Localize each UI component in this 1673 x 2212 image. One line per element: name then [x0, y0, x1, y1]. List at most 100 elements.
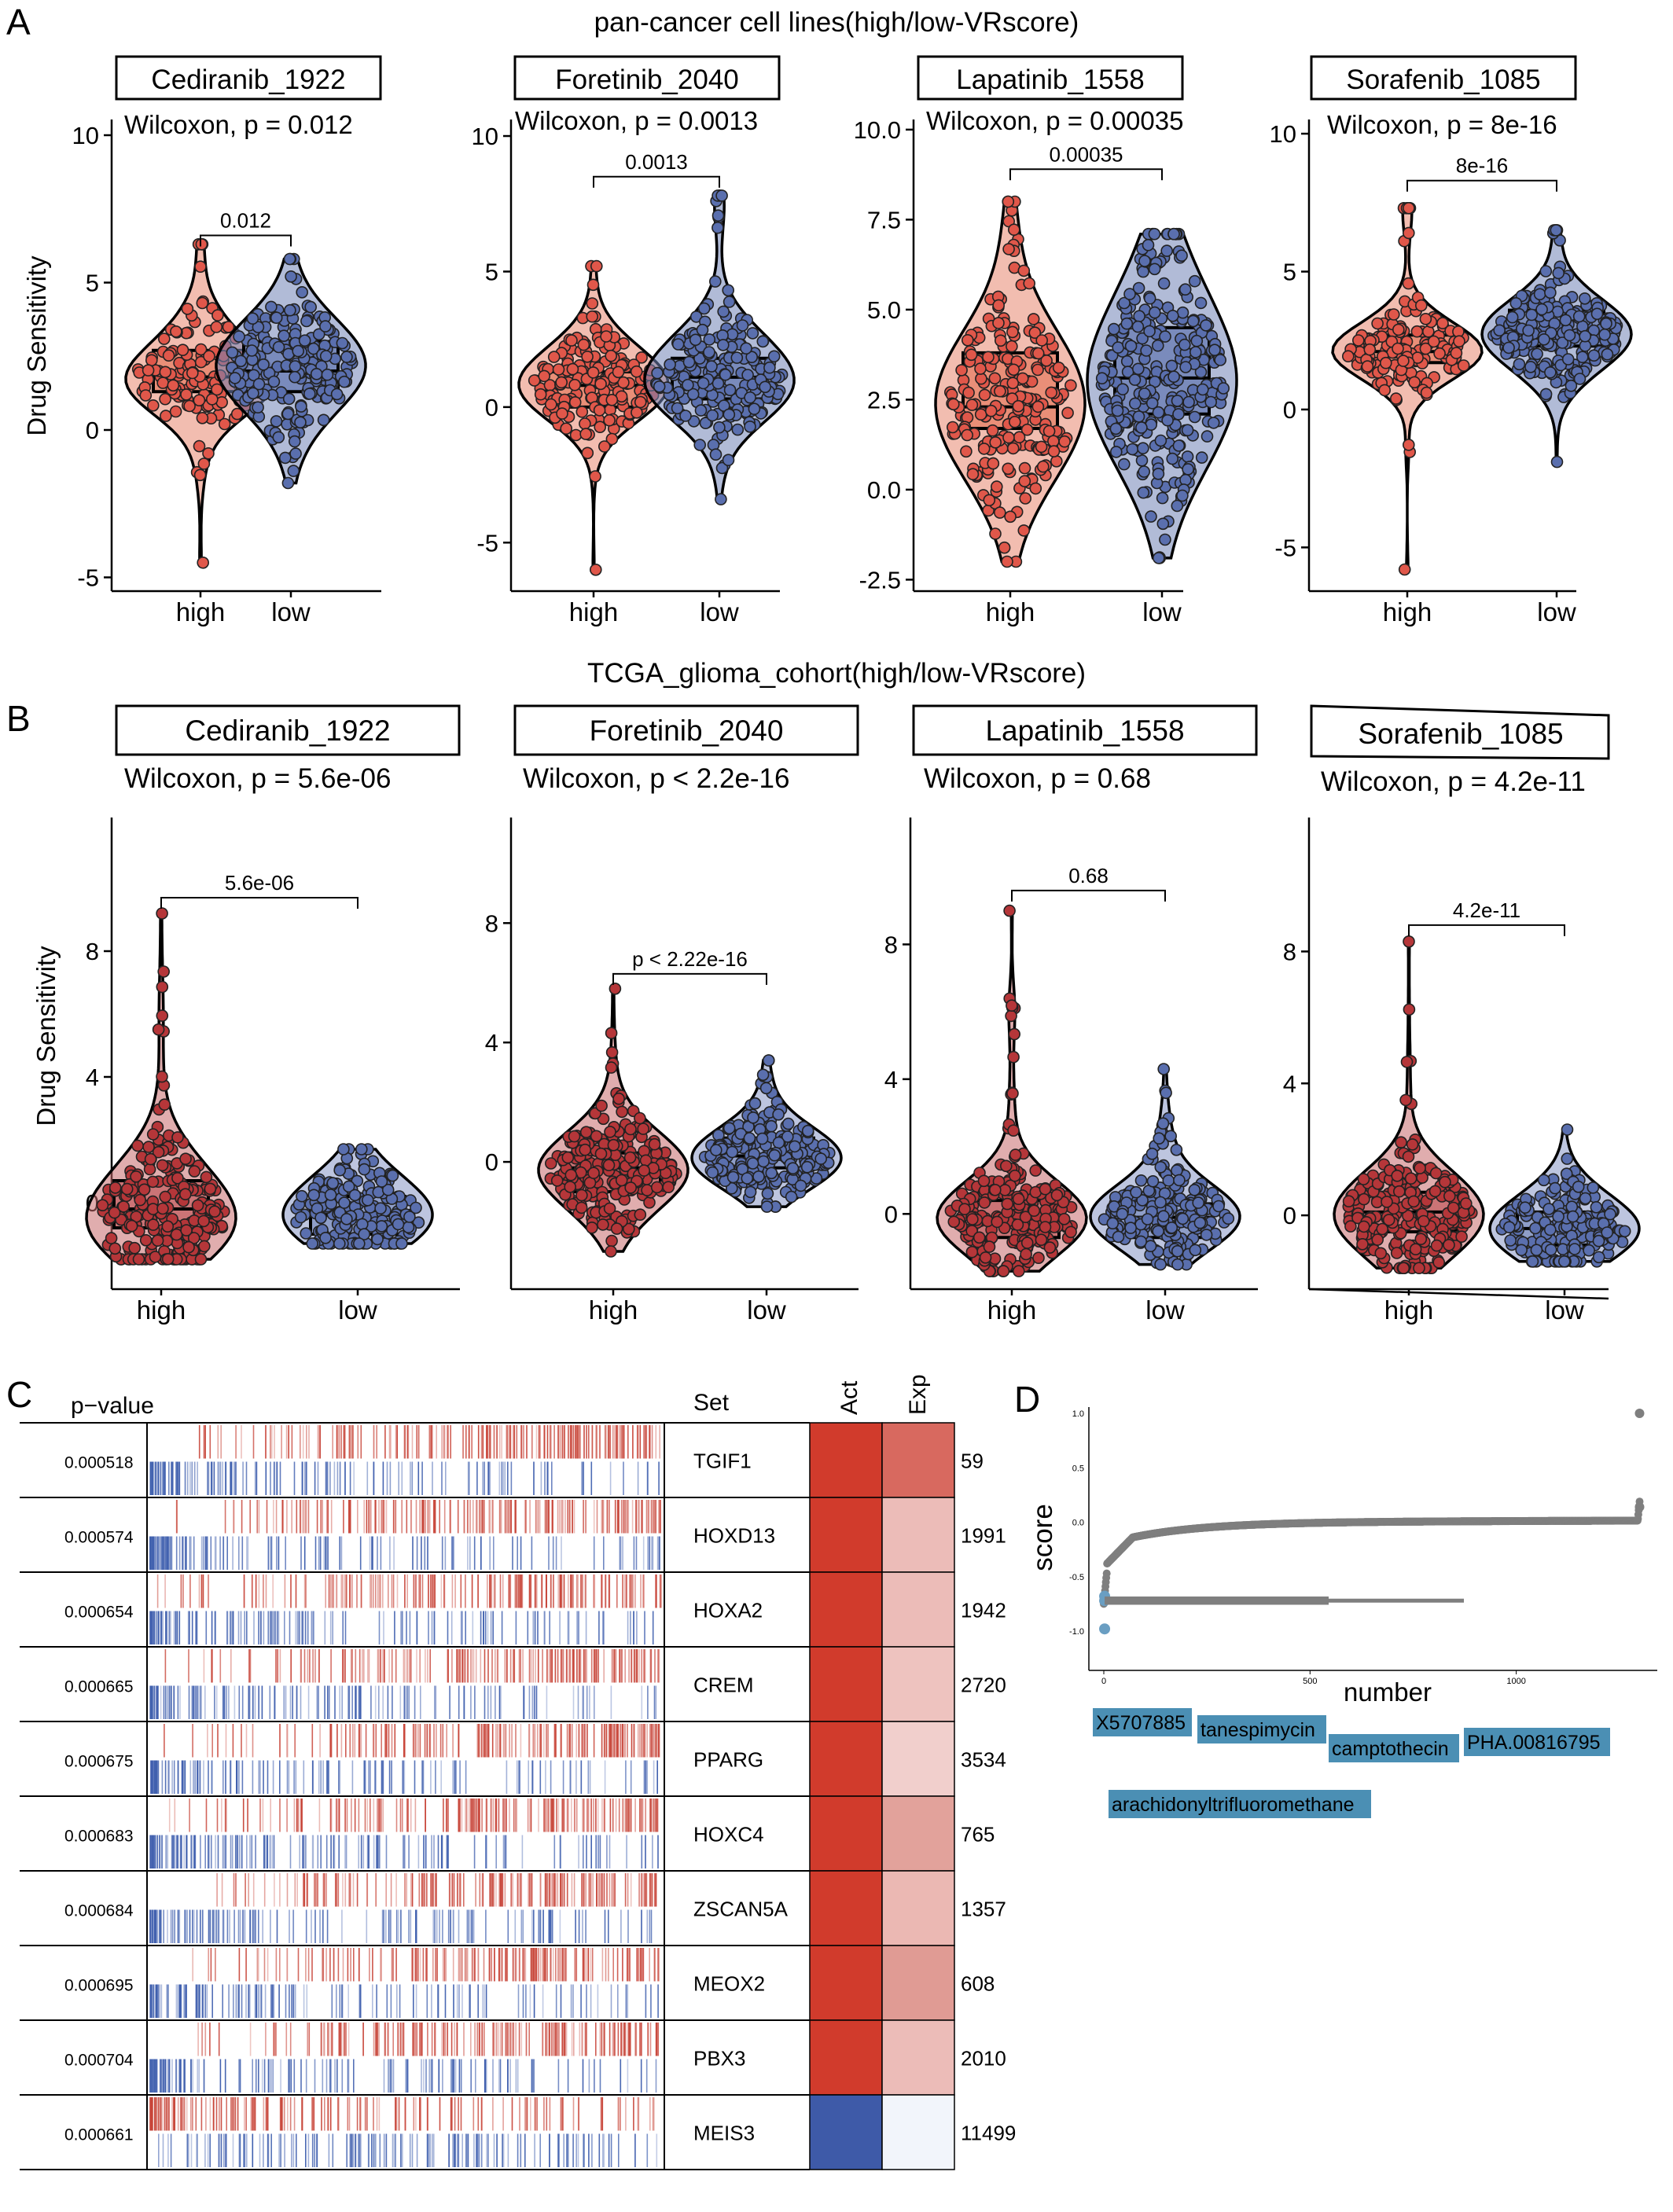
- point-low: [1186, 314, 1200, 328]
- y-tick-label: 0: [1283, 1202, 1296, 1229]
- point-low: [1201, 430, 1214, 443]
- point-low: [1568, 1243, 1581, 1255]
- gsea-rows: 0.000518 TGIF1 59 0.000574 HOXD13 1991 0.00065…: [20, 1422, 1016, 2170]
- point-high: [1045, 386, 1057, 399]
- point-low: [1172, 408, 1185, 421]
- point-low: [1152, 1225, 1164, 1238]
- point-low: [257, 358, 270, 371]
- point-high: [1443, 1239, 1455, 1251]
- point-low: [1539, 388, 1553, 401]
- point-low: [1176, 1212, 1189, 1225]
- gsea-row: 0.000574 HOXD13 1991: [20, 1497, 1006, 1573]
- point-high: [176, 344, 189, 357]
- point-low: [1159, 330, 1171, 343]
- point-high: [1002, 243, 1015, 255]
- point-low: [723, 1122, 736, 1135]
- point-low: [1112, 1230, 1125, 1244]
- point-high: [589, 563, 602, 576]
- point-low: [395, 1237, 408, 1250]
- point-low: [319, 1232, 332, 1244]
- point-low: [1618, 1225, 1631, 1238]
- point-low: [1153, 552, 1165, 564]
- point-high: [204, 1182, 217, 1196]
- point-high: [623, 1151, 637, 1164]
- point-low: [1132, 410, 1145, 423]
- x-tick-label: low: [700, 597, 739, 626]
- x-tick-label: high: [1383, 597, 1432, 626]
- point-high: [1007, 363, 1020, 377]
- point-high: [182, 1240, 195, 1254]
- point-low: [781, 1117, 795, 1130]
- point-low: [355, 1143, 368, 1156]
- point-high: [605, 1245, 617, 1258]
- point-high: [181, 303, 194, 315]
- point-high: [634, 1112, 646, 1125]
- point-low: [1544, 1223, 1557, 1236]
- point-low: [1154, 434, 1167, 447]
- point-high: [1455, 1230, 1468, 1243]
- point-low: [245, 344, 259, 357]
- point-high: [1043, 1241, 1057, 1254]
- point-high: [1009, 1169, 1021, 1182]
- point-low: [756, 1132, 769, 1145]
- point-high: [159, 1190, 171, 1203]
- point-high: [1018, 461, 1031, 475]
- point-high: [1402, 1150, 1415, 1163]
- point-high: [605, 393, 619, 406]
- point-high: [139, 389, 153, 402]
- point-low: [1171, 395, 1184, 407]
- point-high: [1007, 1124, 1020, 1137]
- point-high: [552, 363, 565, 376]
- point-high: [1358, 1192, 1370, 1206]
- point-high: [130, 1170, 142, 1183]
- point-low: [306, 1237, 319, 1250]
- panel-c: p−value Set Act Exp 0.000518 TGIF1 590.000…: [20, 1374, 1016, 2170]
- point-high: [180, 1224, 193, 1236]
- point-low: [1600, 317, 1612, 330]
- point-high: [1399, 1093, 1412, 1107]
- plot-area: 0 4 8 high low 0.68: [884, 818, 1258, 1325]
- point-low: [1493, 324, 1506, 337]
- point-high: [179, 1188, 192, 1200]
- point-high: [1031, 400, 1045, 413]
- point-high: [169, 405, 182, 418]
- point-low: [1170, 1144, 1183, 1156]
- point-high: [134, 1193, 146, 1207]
- act-cell: [809, 1571, 883, 1648]
- strip-label: Cediranib_1922: [185, 715, 390, 747]
- point-low: [298, 334, 311, 347]
- point-low: [1116, 1207, 1129, 1221]
- point-low: [1538, 333, 1550, 346]
- point-high: [634, 1208, 647, 1221]
- point-low: [715, 493, 727, 505]
- point-low: [743, 1132, 756, 1145]
- point-high: [156, 1159, 169, 1172]
- point-low: [706, 1166, 719, 1179]
- point-high: [193, 439, 206, 453]
- point-low: [1128, 373, 1142, 386]
- set-header: Set: [693, 1390, 730, 1416]
- point-high: [637, 1123, 650, 1135]
- point-high: [186, 366, 199, 380]
- point-high: [1407, 1195, 1420, 1208]
- point-low: [1153, 1132, 1165, 1145]
- point-high: [1390, 1247, 1403, 1259]
- point-high: [218, 417, 231, 431]
- point-low: [1533, 288, 1546, 301]
- point-high: [1009, 1148, 1022, 1161]
- point-low: [1192, 1196, 1204, 1209]
- point-high: [961, 428, 973, 442]
- point-high: [1393, 1185, 1406, 1198]
- point-high: [1397, 355, 1410, 367]
- point-high: [161, 1220, 175, 1233]
- point-high: [1352, 334, 1365, 347]
- y-tick-label: 10: [1270, 120, 1296, 148]
- point-low: [1138, 465, 1150, 478]
- point-low: [1109, 422, 1123, 435]
- point-high: [139, 1234, 153, 1247]
- point-low: [744, 1185, 757, 1199]
- point-high: [965, 348, 978, 362]
- panel-b-ylabel: Drug Sensitivity: [31, 946, 61, 1126]
- point-high: [603, 1202, 616, 1215]
- point-low: [1524, 360, 1537, 373]
